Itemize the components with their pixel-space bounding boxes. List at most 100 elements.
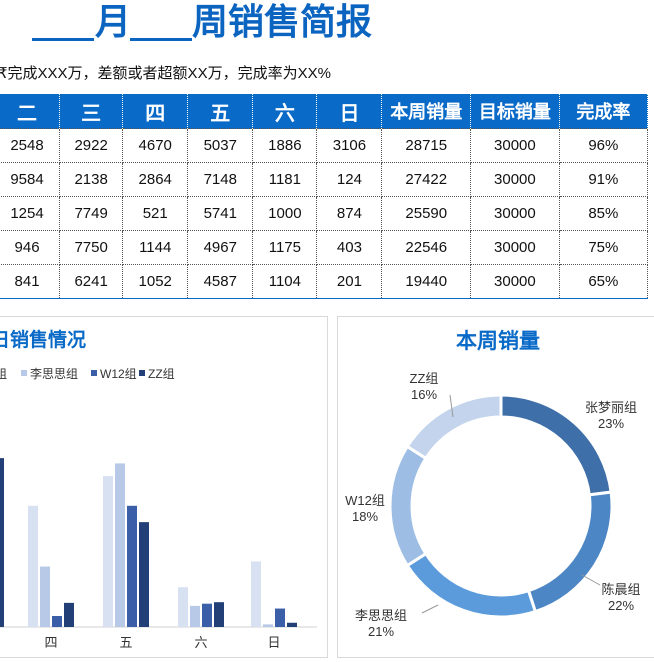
bar xyxy=(40,566,50,627)
table-cell: 946 xyxy=(0,230,61,265)
title-week: 周销售简报 xyxy=(192,1,373,42)
x-tick-label: 五 xyxy=(119,635,132,650)
bar xyxy=(275,608,285,627)
table-cell: 2548 xyxy=(0,128,61,163)
table-cell: 874 xyxy=(316,196,383,231)
summary-text: ₹完成XXX万，差额或者超额XX万，完成率为XX% xyxy=(0,65,331,82)
sales-table: 二 三 四 五 六 日 本周销量 目标销量 完成率 2548 2922 4670 50… xyxy=(0,94,649,299)
legend-item: ZZ组 xyxy=(148,367,175,381)
x-tick-label: 四 xyxy=(44,635,57,650)
table-cell: 1104 xyxy=(252,264,318,299)
legend-item: W12组 xyxy=(100,367,137,381)
table-cell: 1181 xyxy=(252,162,318,197)
bar xyxy=(251,561,261,627)
bar xyxy=(190,605,200,627)
bar-chart-title: 日销售情况 xyxy=(0,328,86,351)
table-cell: 19440 xyxy=(381,264,472,299)
slice-value-label: 16% xyxy=(411,387,437,402)
col-header: 四 xyxy=(122,94,189,129)
slice-value-label: 21% xyxy=(368,624,394,639)
table-cell: 521 xyxy=(122,196,189,231)
bar xyxy=(103,476,113,627)
title-month: 月 xyxy=(95,1,132,42)
col-header: 三 xyxy=(59,94,124,129)
table-cell: 5037 xyxy=(187,128,254,163)
table-cell: 4670 xyxy=(122,128,189,163)
col-header: 二 xyxy=(0,94,61,129)
col-header: 目标销量 xyxy=(470,94,560,129)
leader-line xyxy=(421,604,439,614)
table-cell: 1000 xyxy=(252,196,318,231)
bar xyxy=(214,602,224,627)
table-header-row: 二 三 四 五 六 日 本周销量 目标销量 完成率 xyxy=(0,94,649,129)
slice-label: ZZ组 xyxy=(410,371,439,386)
table-cell: 91% xyxy=(558,162,649,197)
table-cell: 30000 xyxy=(470,128,560,163)
bar xyxy=(127,505,137,627)
donut-slice xyxy=(405,393,503,461)
table-cell: 1175 xyxy=(252,230,318,265)
legend-swatch xyxy=(21,370,27,376)
table-cell: 7148 xyxy=(187,162,254,197)
slice-value-label: 18% xyxy=(352,509,378,524)
table-cell: 30000 xyxy=(470,230,560,265)
x-tick-label: 日 xyxy=(267,635,280,650)
bar xyxy=(263,624,273,627)
table-cell: 30000 xyxy=(470,264,560,299)
legend-item: 李思思组 xyxy=(30,366,78,381)
slice-label: 陈晨组 xyxy=(601,582,640,597)
donut-chart-title: 本周销量 xyxy=(456,329,540,353)
table-cell: 7750 xyxy=(59,230,124,265)
table-cell: 28715 xyxy=(381,128,472,163)
table-cell: 1052 xyxy=(122,264,189,299)
leader-line xyxy=(581,574,601,586)
leader-line xyxy=(449,394,454,418)
table-cell: 30000 xyxy=(470,196,560,231)
table-row: 2548 2922 4670 5037 1886 3106 28715 30000 96% xyxy=(0,128,649,163)
x-tick-label: 六 xyxy=(194,635,207,650)
table-cell: 2864 xyxy=(122,162,189,197)
table-cell: 4587 xyxy=(187,264,254,299)
table-cell: 1886 xyxy=(252,128,318,163)
bar xyxy=(0,458,4,627)
slice-label: 李思思组 xyxy=(355,608,407,623)
table-cell: 9584 xyxy=(0,162,61,197)
bar xyxy=(28,505,38,627)
weekly-sales-panel: 本周销量张梦丽组 23% 陈晨组 22% 李思思组 21% W12组 18% ZZ组 16% xyxy=(337,316,654,658)
bar xyxy=(139,522,149,627)
table-cell: 124 xyxy=(316,162,383,197)
table-cell: 7749 xyxy=(59,196,124,231)
daily-sales-panel: 日销售情况组 李思思组 W12组 ZZ组四 五 六 日 xyxy=(0,316,328,658)
donut-slice xyxy=(388,444,428,568)
table-cell: 25590 xyxy=(381,196,472,231)
slice-value-label: 22% xyxy=(608,598,634,613)
donut-slice xyxy=(405,551,538,619)
bar xyxy=(115,463,125,627)
table-cell: 27422 xyxy=(381,162,472,197)
bar xyxy=(52,616,62,627)
table-cell: 201 xyxy=(316,264,383,299)
slice-label: 张梦丽组 xyxy=(585,400,637,415)
col-header: 五 xyxy=(187,94,254,129)
table-cell: 2922 xyxy=(59,128,124,163)
table-cell: 30000 xyxy=(470,162,560,197)
month-blank xyxy=(32,38,94,41)
bar xyxy=(64,602,74,627)
bar xyxy=(178,587,188,627)
week-blank xyxy=(130,38,192,41)
table-cell: 3106 xyxy=(316,128,383,163)
slice-label: W12组 xyxy=(345,493,385,508)
table-cell: 2138 xyxy=(59,162,124,197)
col-header: 日 xyxy=(316,94,383,129)
table-cell: 96% xyxy=(558,128,649,163)
table-row: 1254 7749 521 5741 1000 874 25590 30000 85% xyxy=(0,196,649,231)
table-row: 841 6241 1052 4587 1104 201 19440 30000 65% xyxy=(0,264,649,299)
table-cell: 22546 xyxy=(381,230,472,265)
slice-value-label: 23% xyxy=(598,416,624,431)
table-cell: 1254 xyxy=(0,196,61,231)
table-cell: 6241 xyxy=(59,264,124,299)
col-header: 本周销量 xyxy=(381,94,472,129)
col-header: 完成率 xyxy=(558,94,649,129)
legend-swatch xyxy=(139,370,145,376)
bar xyxy=(202,603,212,627)
